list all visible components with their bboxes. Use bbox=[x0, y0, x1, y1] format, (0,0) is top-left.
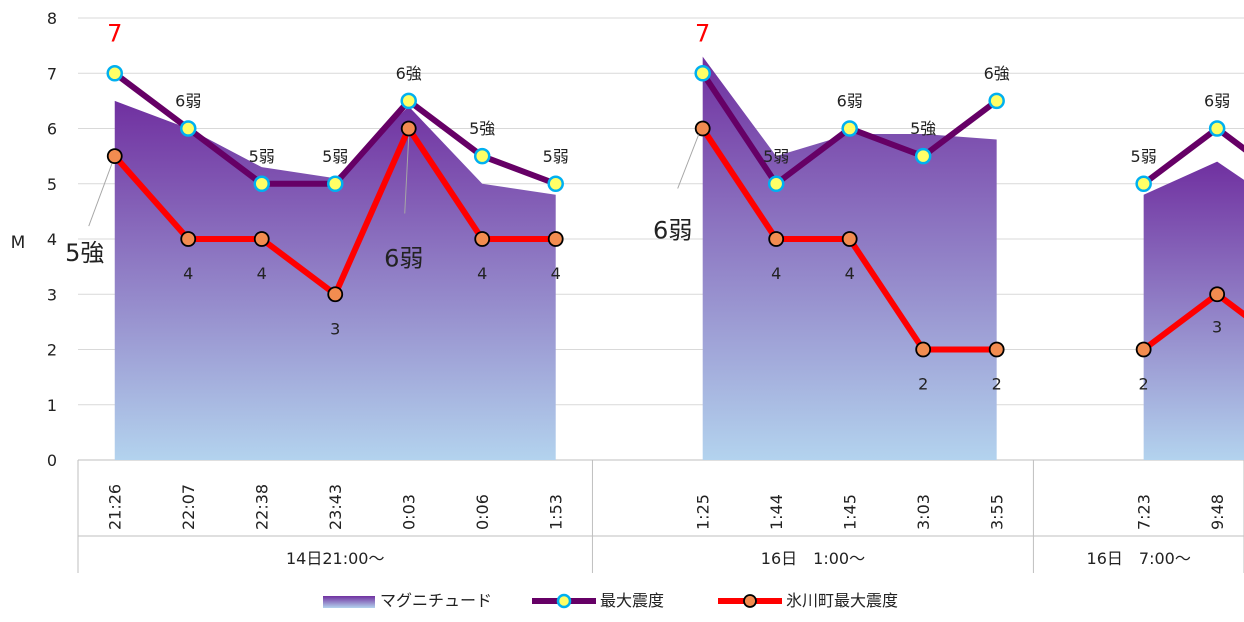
hikawa-intensity-data-label: 2 bbox=[1139, 375, 1149, 394]
hikawa-intensity-marker bbox=[841, 231, 858, 247]
max-intensity-data-label: 6弱 bbox=[175, 92, 201, 111]
leader-line bbox=[404, 136, 410, 214]
max-intensity-marker bbox=[473, 147, 491, 165]
x-tick-label: 1:45 bbox=[841, 494, 860, 530]
max-intensity-data-label: 6弱 bbox=[837, 92, 863, 111]
x-tick-label: 21:26 bbox=[106, 484, 125, 530]
legend-label-max-intensity: 最大震度 bbox=[600, 591, 664, 610]
hikawa-intensity-data-label: 6弱 bbox=[653, 217, 692, 245]
y-tick-label: 2 bbox=[47, 341, 57, 360]
max-intensity-marker bbox=[1135, 175, 1152, 192]
x-tick-label: 0:06 bbox=[473, 494, 492, 530]
legend-swatch-magnitude bbox=[323, 596, 375, 608]
hikawa-intensity-marker bbox=[400, 120, 417, 137]
hikawa-intensity-data-label: 4 bbox=[477, 264, 487, 283]
hikawa-intensity-marker bbox=[1209, 286, 1226, 303]
y-tick-label: 6 bbox=[47, 120, 57, 139]
max-intensity-data-label: 7 bbox=[695, 19, 710, 47]
hikawa-intensity-marker bbox=[768, 231, 785, 247]
hikawa-intensity-marker bbox=[106, 148, 123, 165]
max-intensity-data-label: 7 bbox=[107, 19, 122, 47]
max-intensity-marker bbox=[326, 175, 344, 192]
hikawa-intensity-marker bbox=[915, 341, 932, 358]
max-intensity-data-label: 5弱 bbox=[763, 147, 789, 166]
x-tick-label: 23:43 bbox=[326, 484, 345, 530]
max-intensity-data-label: 5弱 bbox=[249, 147, 275, 166]
x-tick-label: 7:23 bbox=[1135, 494, 1154, 530]
x-tick-label: 9:48 bbox=[1208, 494, 1227, 530]
x-tick-label: 22:07 bbox=[179, 484, 198, 530]
max-intensity-marker bbox=[547, 175, 564, 192]
hikawa-intensity-data-label: 4 bbox=[183, 264, 193, 283]
legend-label-magnitude: マグニチュード bbox=[380, 591, 492, 610]
max-intensity-marker bbox=[253, 175, 270, 192]
hikawa-intensity-marker bbox=[474, 231, 491, 247]
max-intensity-marker bbox=[179, 120, 197, 137]
hikawa-intensity-data-label: 2 bbox=[918, 375, 928, 394]
legend-marker-max-intensity bbox=[556, 593, 572, 609]
hikawa-intensity-data-label: 3 bbox=[330, 319, 340, 338]
hikawa-intensity-marker bbox=[1135, 341, 1152, 358]
x-tick-label: 0:03 bbox=[400, 494, 419, 530]
hikawa-intensity-marker bbox=[694, 120, 711, 137]
hikawa-intensity-data-label: 5強 bbox=[65, 239, 104, 267]
hikawa-intensity-marker bbox=[988, 341, 1005, 358]
y-tick-label: 1 bbox=[47, 396, 57, 415]
hikawa-intensity-data-label: 6弱 bbox=[384, 245, 423, 273]
max-intensity-data-label: 5強 bbox=[910, 119, 936, 138]
max-intensity-marker bbox=[106, 65, 123, 82]
max-intensity-data-label: 5弱 bbox=[322, 147, 348, 166]
y-tick-label: 3 bbox=[47, 285, 57, 304]
y-tick-label: 5 bbox=[47, 175, 57, 194]
leader-line bbox=[677, 134, 700, 189]
max-intensity-data-label: 5弱 bbox=[1131, 147, 1157, 166]
group-label: 16日 7:00〜 bbox=[1087, 549, 1191, 568]
group-label: 14日21:00〜 bbox=[286, 549, 384, 568]
hikawa-intensity-data-label: 4 bbox=[257, 264, 267, 283]
x-tick-label: 1:25 bbox=[694, 494, 713, 530]
x-tick-label: 22:38 bbox=[253, 484, 272, 530]
hikawa-intensity-data-label: 3 bbox=[1212, 317, 1222, 336]
x-tick-label: 3:55 bbox=[988, 494, 1007, 530]
hikawa-intensity-marker bbox=[327, 286, 344, 303]
max-intensity-marker bbox=[400, 92, 417, 110]
hikawa-intensity-marker bbox=[547, 231, 564, 247]
hikawa-intensity-marker bbox=[253, 231, 270, 247]
max-intensity-marker bbox=[694, 65, 711, 82]
max-intensity-marker bbox=[914, 147, 932, 165]
max-intensity-marker bbox=[767, 175, 785, 192]
magnitude-area bbox=[114, 100, 556, 460]
y-tick-label: 4 bbox=[47, 230, 57, 249]
hikawa-intensity-data-label: 4 bbox=[771, 264, 781, 283]
max-intensity-marker bbox=[1208, 120, 1226, 137]
group-label: 16日 1:00〜 bbox=[761, 549, 865, 568]
magnitude-area bbox=[702, 56, 997, 461]
legend-label-hikawa-intensity: 氷川町最大震度 bbox=[786, 591, 898, 610]
hikawa-intensity-data-label: 4 bbox=[551, 264, 561, 283]
hikawa-intensity-data-label: 2 bbox=[992, 375, 1002, 394]
x-tick-label: 3:03 bbox=[914, 494, 933, 530]
y-tick-label: 8 bbox=[47, 9, 57, 28]
max-intensity-data-label: 6弱 bbox=[1204, 92, 1230, 111]
leader-line bbox=[88, 163, 113, 227]
x-tick-label: 1:53 bbox=[547, 494, 566, 530]
y-tick-label: 0 bbox=[47, 451, 57, 470]
max-intensity-data-label: 5強 bbox=[469, 119, 495, 138]
hikawa-intensity-data-label: 4 bbox=[845, 264, 855, 283]
max-intensity-marker bbox=[988, 92, 1005, 110]
max-intensity-data-label: 6強 bbox=[396, 64, 422, 83]
legend-marker-hikawa-intensity bbox=[743, 594, 757, 608]
max-intensity-data-label: 5弱 bbox=[543, 147, 569, 166]
y-axis-label: M bbox=[11, 233, 26, 253]
x-tick-label: 1:44 bbox=[767, 494, 786, 530]
hikawa-intensity-marker bbox=[180, 231, 197, 247]
max-intensity-marker bbox=[841, 120, 858, 137]
max-intensity-data-label: 6強 bbox=[984, 64, 1010, 83]
y-tick-label: 7 bbox=[47, 64, 57, 83]
